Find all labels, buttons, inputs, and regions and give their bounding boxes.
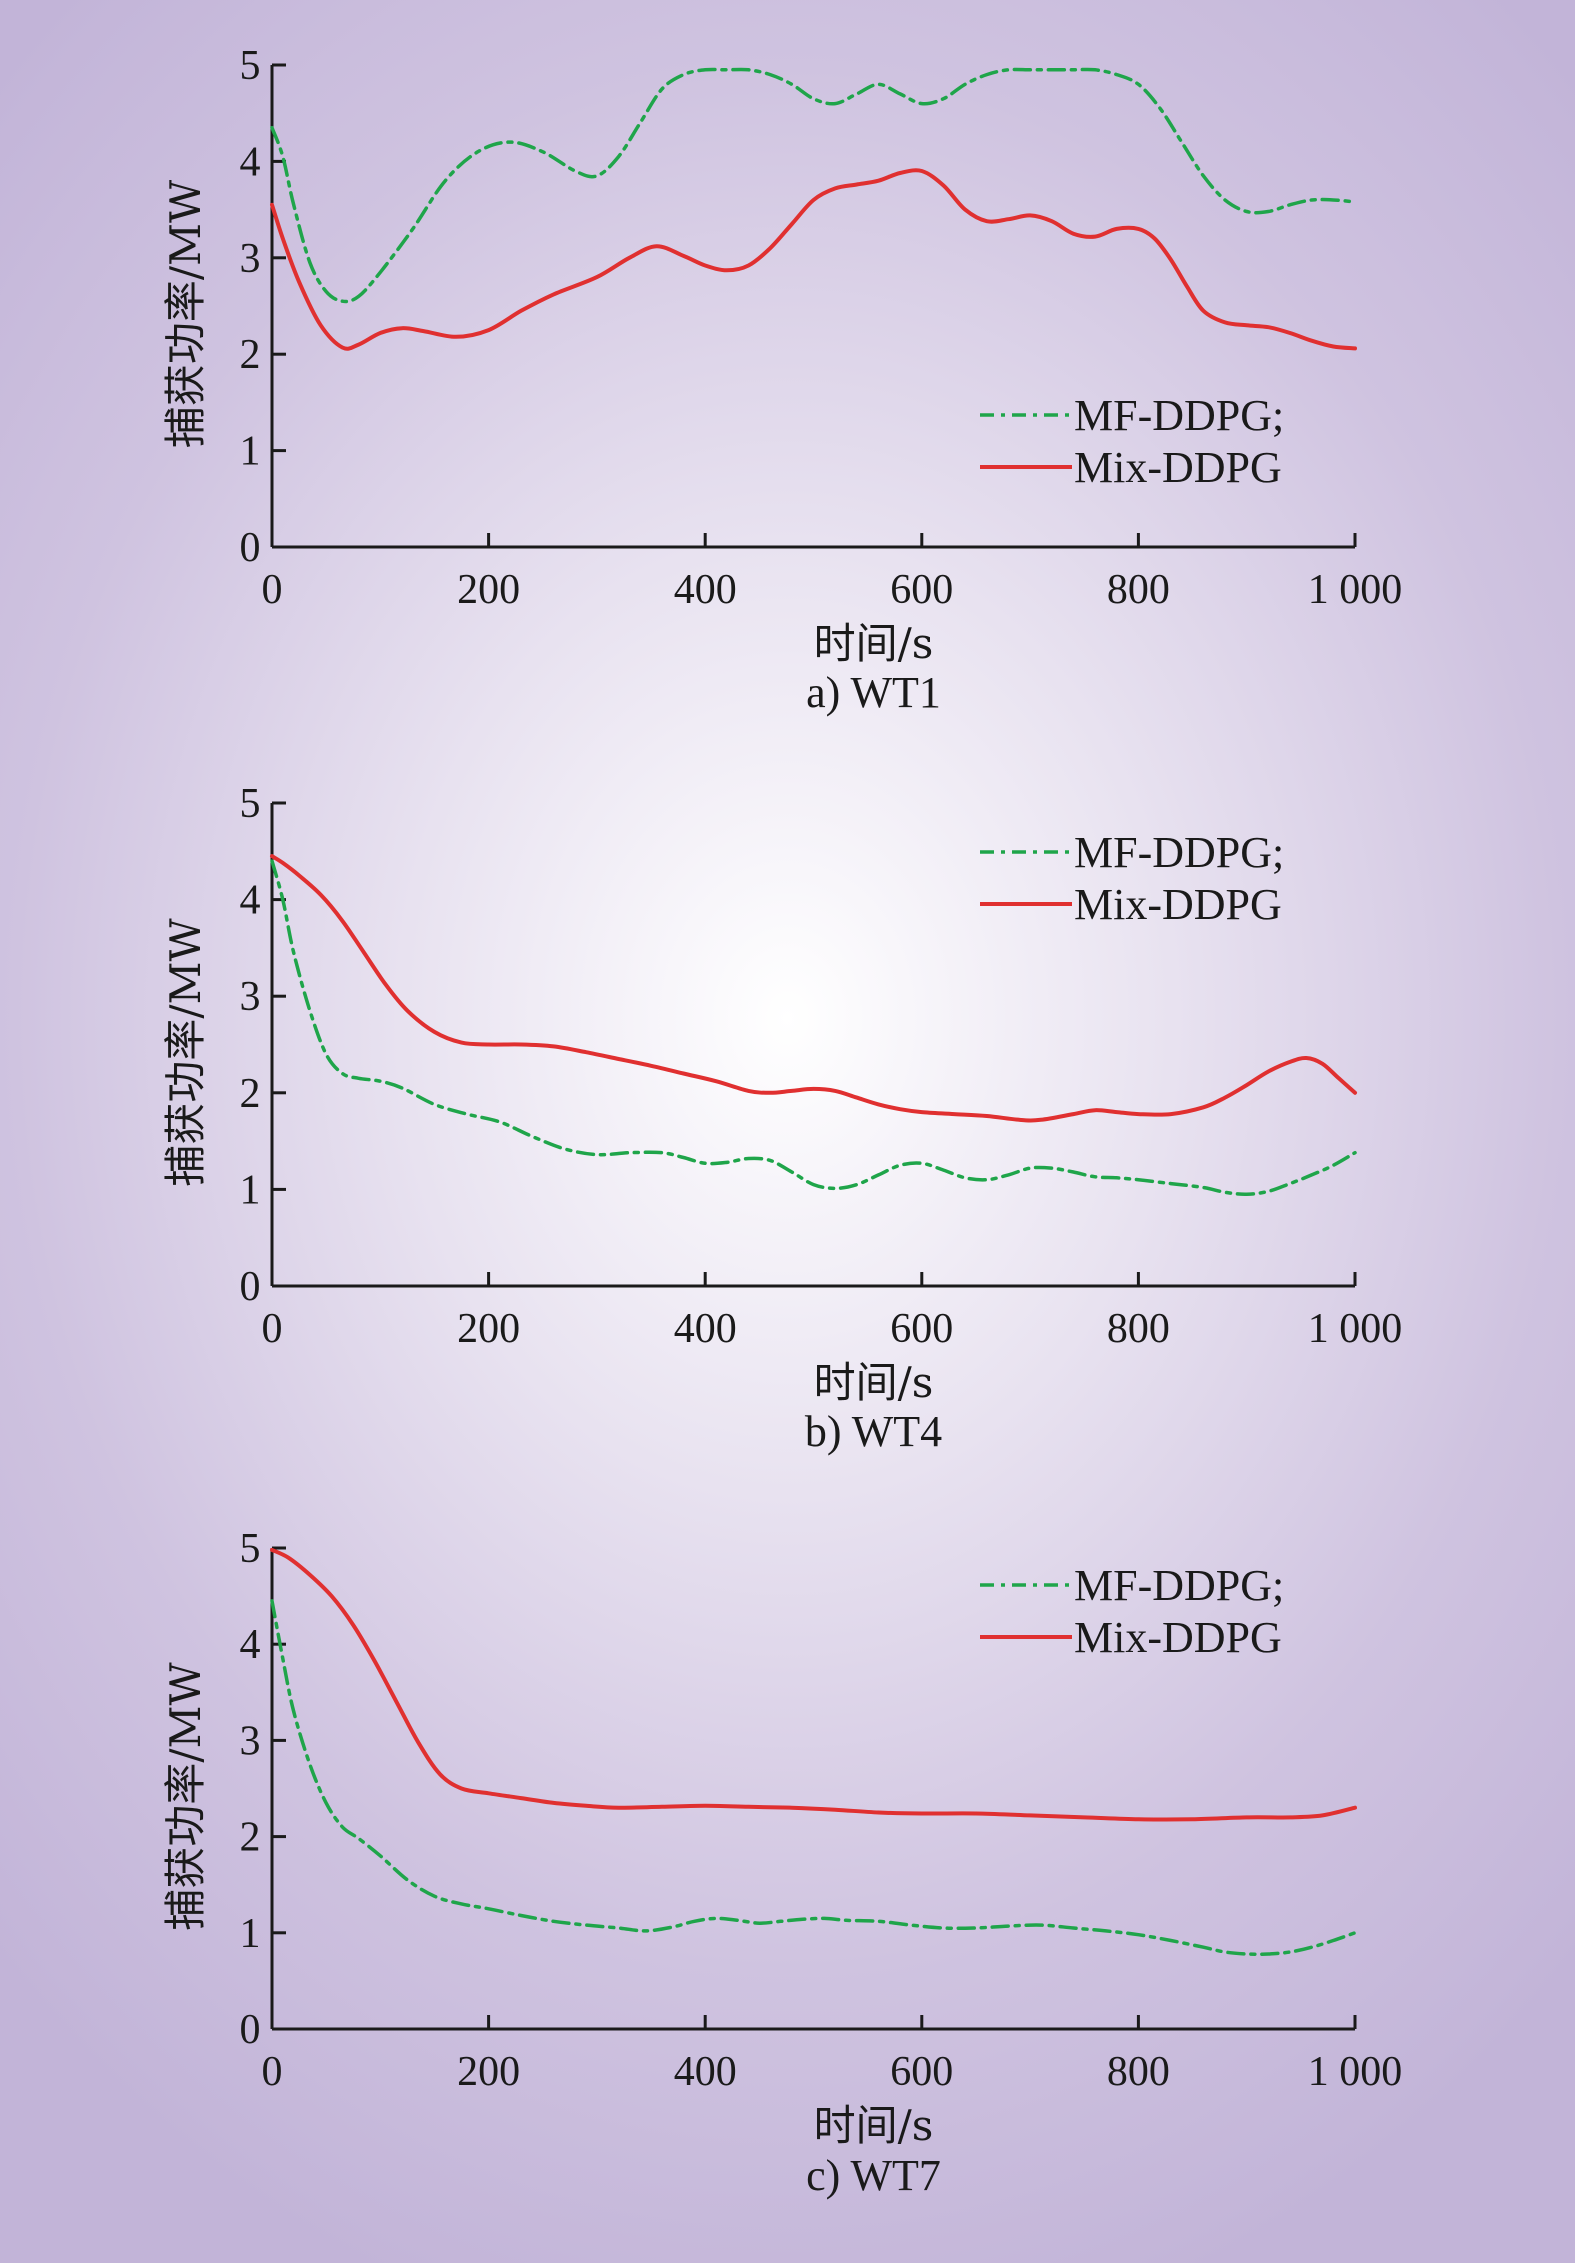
y-tick-label: 4: [240, 139, 261, 185]
chart-panel-wt4: 0 1 2 3 4 5 0 200 400 600 800 1 000 时间/s 捕获功率/MW b) WT…: [161, 781, 1402, 1456]
chart-panel-wt1: 0 1 2 3 4 5 0 200 400 600 800 1 000 时间/s 捕获功率/MW a) WT…: [161, 43, 1402, 717]
x-tick-label: 800: [1107, 567, 1170, 613]
x-tick-label: 600: [890, 2049, 953, 2095]
legend: MF-DDPG;Mix-DDPG: [980, 828, 1284, 929]
panel-caption: a) WT1: [806, 668, 941, 717]
x-axis-title: 时间/s: [814, 619, 934, 668]
y-tick-label: 1: [240, 1911, 261, 1957]
x-tick-label: 0: [262, 1306, 283, 1352]
legend-label: Mix-DDPG: [1074, 880, 1282, 929]
axes: 0 1 2 3 4 5 0 200 400 600 800 1 000: [240, 1526, 1403, 2095]
y-tick-label: 0: [240, 525, 261, 571]
x-tick-label: 800: [1107, 1306, 1170, 1352]
y-tick-label: 1: [240, 429, 261, 475]
x-tick-label: 600: [890, 1306, 953, 1352]
legend-label: Mix-DDPG: [1074, 1613, 1282, 1662]
y-tick-label: 0: [240, 1264, 261, 1310]
x-tick-label: 1 000: [1308, 2049, 1403, 2095]
y-tick-label: 3: [240, 1718, 261, 1764]
y-tick-label: 5: [240, 1526, 261, 1572]
legend-label: MF-DDPG;: [1074, 828, 1284, 877]
series-line-mix-ddpg: [270, 854, 1357, 1123]
series-line-mf-ddpg: [270, 859, 1357, 1196]
panel-caption: b) WT4: [805, 1407, 942, 1456]
x-tick-label: 200: [457, 2049, 520, 2095]
y-tick-label: 4: [240, 1622, 261, 1668]
axes: 0 1 2 3 4 5 0 200 400 600 800 1 000: [240, 781, 1403, 1352]
y-tick-label: 5: [240, 781, 261, 827]
series-line-mf-ddpg: [270, 67, 1357, 304]
x-tick-label: 0: [262, 567, 283, 613]
series-group: [270, 67, 1357, 351]
x-tick-label: 600: [890, 567, 953, 613]
legend: MF-DDPG;Mix-DDPG: [980, 391, 1284, 492]
axes: 0 1 2 3 4 5 0 200 400 600 800 1 000: [240, 43, 1403, 613]
chart-panel-wt7: 0 1 2 3 4 5 0 200 400 600 800 1 000 时间/s 捕获功率/MW c) WT…: [161, 1526, 1402, 2200]
y-tick-label: 1: [240, 1167, 261, 1213]
series-group: [270, 854, 1357, 1196]
x-tick-label: 200: [457, 1306, 520, 1352]
x-axis-title: 时间/s: [814, 2101, 934, 2150]
x-axis-title: 时间/s: [814, 1358, 934, 1407]
y-tick-label: 2: [240, 332, 261, 378]
x-tick-label: 400: [674, 2049, 737, 2095]
x-tick-label: 1 000: [1308, 1306, 1403, 1352]
y-tick-label: 0: [240, 2007, 261, 2053]
x-tick-label: 1 000: [1308, 567, 1403, 613]
y-tick-label: 2: [240, 1815, 261, 1861]
x-tick-label: 400: [674, 1306, 737, 1352]
series-group: [270, 1547, 1357, 1956]
series-line-mf-ddpg: [270, 1599, 1357, 1956]
x-tick-label: 800: [1107, 2049, 1170, 2095]
legend: MF-DDPG;Mix-DDPG: [980, 1561, 1284, 1662]
legend-label: Mix-DDPG: [1074, 443, 1282, 492]
y-tick-label: 2: [240, 1071, 261, 1117]
x-tick-label: 200: [457, 567, 520, 613]
y-tick-label: 5: [240, 43, 261, 89]
legend-label: MF-DDPG;: [1074, 1561, 1284, 1610]
y-axis-title: 捕获功率/MW: [161, 918, 210, 1187]
y-axis-title: 捕获功率/MW: [161, 179, 210, 448]
y-tick-label: 4: [240, 878, 261, 924]
legend-label: MF-DDPG;: [1074, 391, 1284, 440]
panel-caption: c) WT7: [806, 2151, 941, 2200]
x-tick-label: 400: [674, 567, 737, 613]
y-axis-title: 捕获功率/MW: [161, 1662, 210, 1931]
y-tick-label: 3: [240, 974, 261, 1020]
series-line-mix-ddpg: [270, 1547, 1357, 1822]
series-line-mix-ddpg: [270, 168, 1357, 351]
y-tick-label: 3: [240, 236, 261, 282]
x-tick-label: 0: [262, 2049, 283, 2095]
